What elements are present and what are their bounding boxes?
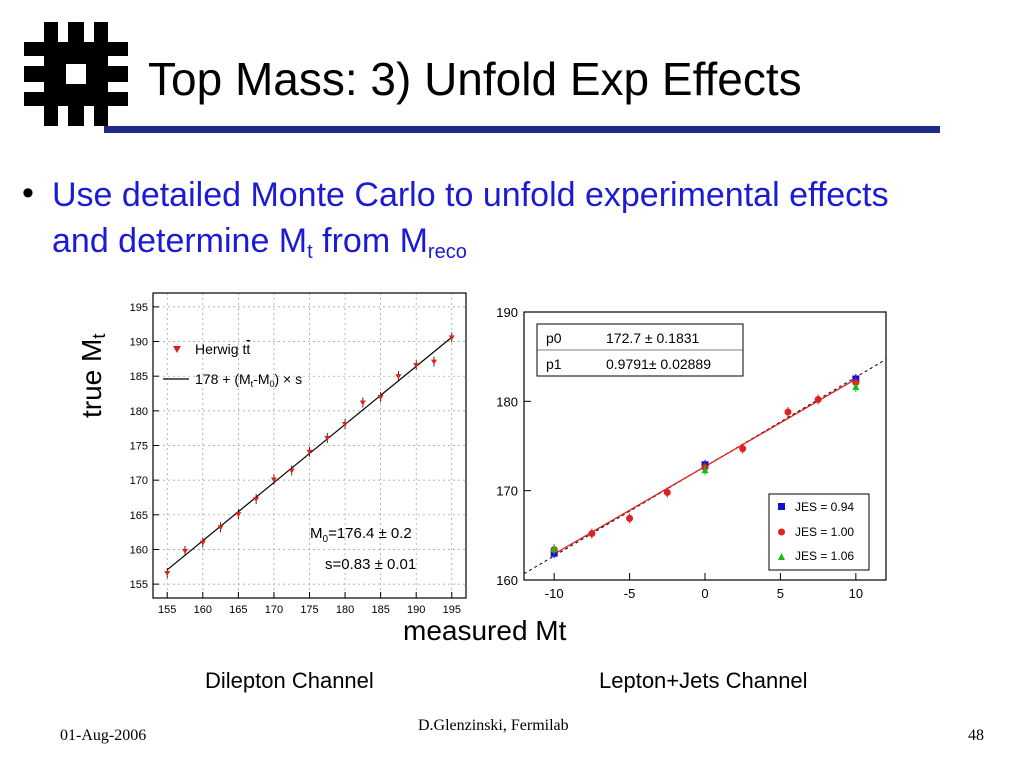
y-tick-label: 180	[130, 406, 148, 418]
x-tick-label: 180	[336, 604, 354, 616]
y-tick-label: 170	[496, 484, 518, 499]
x-tick-label: 0	[701, 586, 708, 601]
legend-label-jes106: JES = 1.06	[795, 549, 854, 563]
x-tick-label: 185	[371, 604, 389, 616]
data-point	[430, 359, 437, 365]
legend-marker-jes100	[778, 528, 785, 536]
bullet-sub-t: t	[307, 241, 313, 263]
fermilab-logo	[24, 22, 128, 126]
y-axis-label-sub: t	[89, 333, 109, 339]
data-point	[235, 512, 242, 518]
data-point	[663, 488, 671, 496]
bullet-main-text: Use detailed Monte Carlo to unfold exper…	[52, 176, 889, 260]
slide-title: Top Mass: 3) Unfold Exp Effects	[148, 53, 802, 105]
y-axis-label: true Mt	[76, 334, 110, 418]
data-point	[701, 466, 709, 474]
data-point	[359, 400, 366, 406]
legend-marker-jes094	[778, 503, 785, 510]
data-point	[306, 449, 313, 455]
legend-label-jes094: JES = 0.94	[795, 500, 854, 514]
y-tick-label: 195	[130, 302, 148, 314]
y-tick-label: 155	[130, 579, 148, 591]
m0-annotation: M0=176.4 ± 0.2	[310, 525, 412, 545]
bullet-from-text: from M	[312, 222, 428, 260]
y-tick-label: 165	[130, 510, 148, 522]
fit-p1-value: 0.9791± 0.02889	[606, 356, 711, 372]
fit-p1-label: p1	[546, 356, 562, 372]
x-tick-label: 5	[777, 586, 784, 601]
x-tick-label: 155	[158, 604, 176, 616]
legend-marker-herwig	[173, 346, 181, 353]
caption-leptonjets: Lepton+Jets Channel	[599, 668, 808, 693]
data-point	[550, 544, 558, 552]
x-tick-label: 195	[443, 604, 461, 616]
data-point	[413, 363, 420, 369]
leptonjets-fitbox: p0 172.7 ± 0.1831 p1 0.9791± 0.02889	[536, 323, 744, 377]
data-point	[448, 335, 455, 341]
data-point	[199, 540, 206, 546]
leptonjets-chart: -10 -5 0 5 10 160 170 180 190 p0 172.7 ± 0.1831 …	[486, 298, 890, 603]
data-point	[852, 383, 860, 391]
legend-herwig-label: Herwig tt	[195, 341, 250, 357]
y-tick-label: 190	[130, 337, 148, 349]
footer-date: 01-Aug-2006	[60, 727, 147, 744]
legend-label-jes100: JES = 1.00	[795, 525, 854, 539]
data-point	[588, 530, 596, 538]
fit-p0-label: p0	[546, 330, 562, 346]
data-point	[814, 396, 822, 404]
y-axis-label-text: true M	[76, 338, 107, 418]
data-point	[217, 525, 224, 531]
x-tick-label: 170	[265, 604, 283, 616]
x-tick-label: 190	[407, 604, 425, 616]
title-underline	[104, 126, 940, 133]
bullet-marker: •	[22, 174, 34, 212]
fit-p0-value: 172.7 ± 0.1831	[606, 330, 700, 346]
x-tick-label: -10	[545, 586, 564, 601]
footer-page-number: 48	[968, 727, 984, 744]
data-point	[342, 422, 349, 428]
data-point	[253, 496, 260, 502]
legend-marker-jes106	[778, 553, 785, 560]
y-tick-label: 185	[130, 371, 148, 383]
s-annotation: s=0.83 ± 0.01	[325, 556, 416, 573]
x-tick-label: 165	[229, 604, 247, 616]
bullet-text: Use detailed Monte Carlo to unfold exper…	[52, 172, 952, 275]
y-tick-label: 180	[496, 394, 518, 409]
data-point	[739, 445, 747, 453]
data-point	[395, 374, 402, 380]
legend-fit-label: 178 + (Mt-M0) × s	[195, 371, 302, 389]
data-point	[288, 468, 295, 474]
data-point	[377, 394, 384, 400]
caption-dilepton: Dilepton Channel	[205, 668, 374, 693]
data-point	[164, 571, 171, 577]
data-point	[182, 548, 189, 554]
data-point	[270, 477, 277, 483]
x-axis-label: measured Mt	[403, 615, 567, 646]
y-tick-label: 160	[496, 573, 518, 588]
x-tick-label: 10	[849, 586, 863, 601]
data-point	[626, 514, 634, 522]
leptonjets-legend: JES = 0.94 JES = 1.00 JES = 1.06	[768, 493, 870, 571]
dilepton-legend: Herwig tt 178 + (Mt-M0) × s	[163, 341, 302, 389]
x-tick-label: 160	[194, 604, 212, 616]
y-tick-label: 160	[130, 544, 148, 556]
y-tick-label: 190	[496, 305, 518, 320]
y-tick-label: 170	[130, 475, 148, 487]
y-tick-label: 175	[130, 441, 148, 453]
data-point	[784, 408, 792, 416]
dilepton-chart: 155 160 165 170 175 180 185 190 195 155 160 165 170 1…	[113, 288, 471, 620]
data-point	[324, 435, 331, 441]
footer-author: D.Glenzinski, Fermilab	[418, 717, 569, 734]
bullet-sub-reco: reco	[427, 241, 467, 263]
x-tick-label: -5	[624, 586, 636, 601]
x-tick-label: 175	[300, 604, 318, 616]
